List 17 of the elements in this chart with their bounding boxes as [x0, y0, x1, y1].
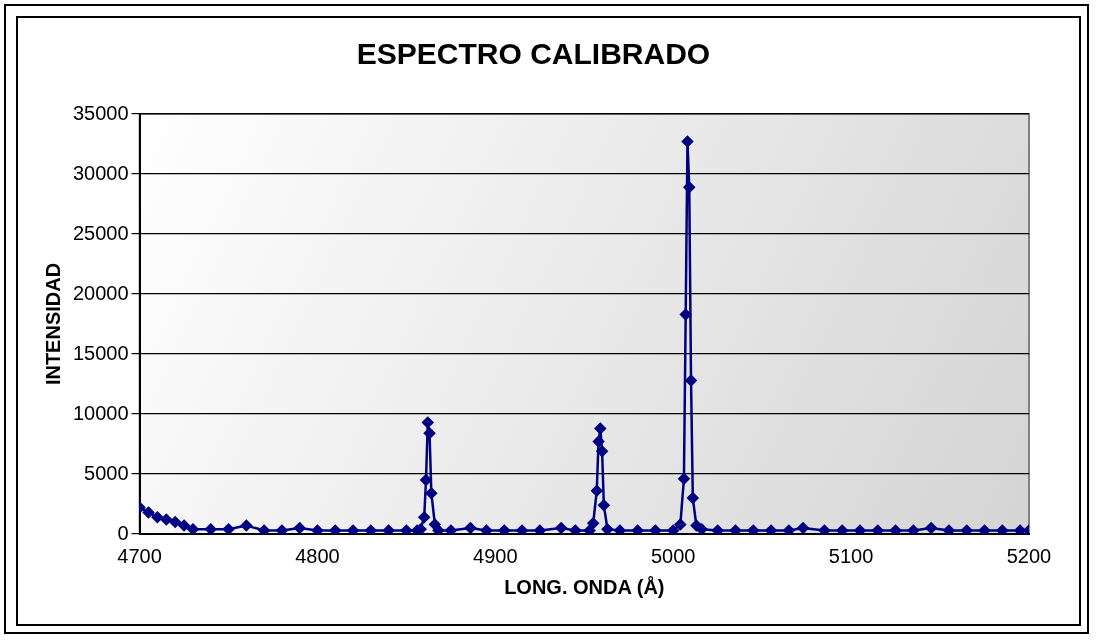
y-tick-label: 20000	[72, 281, 129, 304]
x-tick-label: 5200	[1006, 544, 1052, 567]
x-tick-label: 5000	[651, 544, 696, 567]
x-tick-label: 4900	[473, 544, 518, 567]
y-tick-label: 30000	[72, 161, 129, 184]
y-tick-label: 15000	[72, 341, 129, 364]
x-axis-title: LONG. ONDA (Å)	[504, 574, 665, 598]
y-tick-label: 5000	[84, 461, 129, 484]
chart-title: ESPECTRO CALIBRADO	[356, 37, 711, 71]
x-tick-label: 4800	[295, 544, 340, 567]
y-tick-label: 25000	[72, 221, 129, 244]
y-tick-label: 35000	[72, 101, 129, 124]
y-tick-label: 0	[117, 521, 129, 544]
y-tick-label: 10000	[72, 401, 129, 424]
x-tick-label: 5100	[828, 544, 874, 567]
y-axis-title: INTENSIDAD	[41, 262, 64, 386]
x-tick-label: 4700	[117, 544, 162, 567]
